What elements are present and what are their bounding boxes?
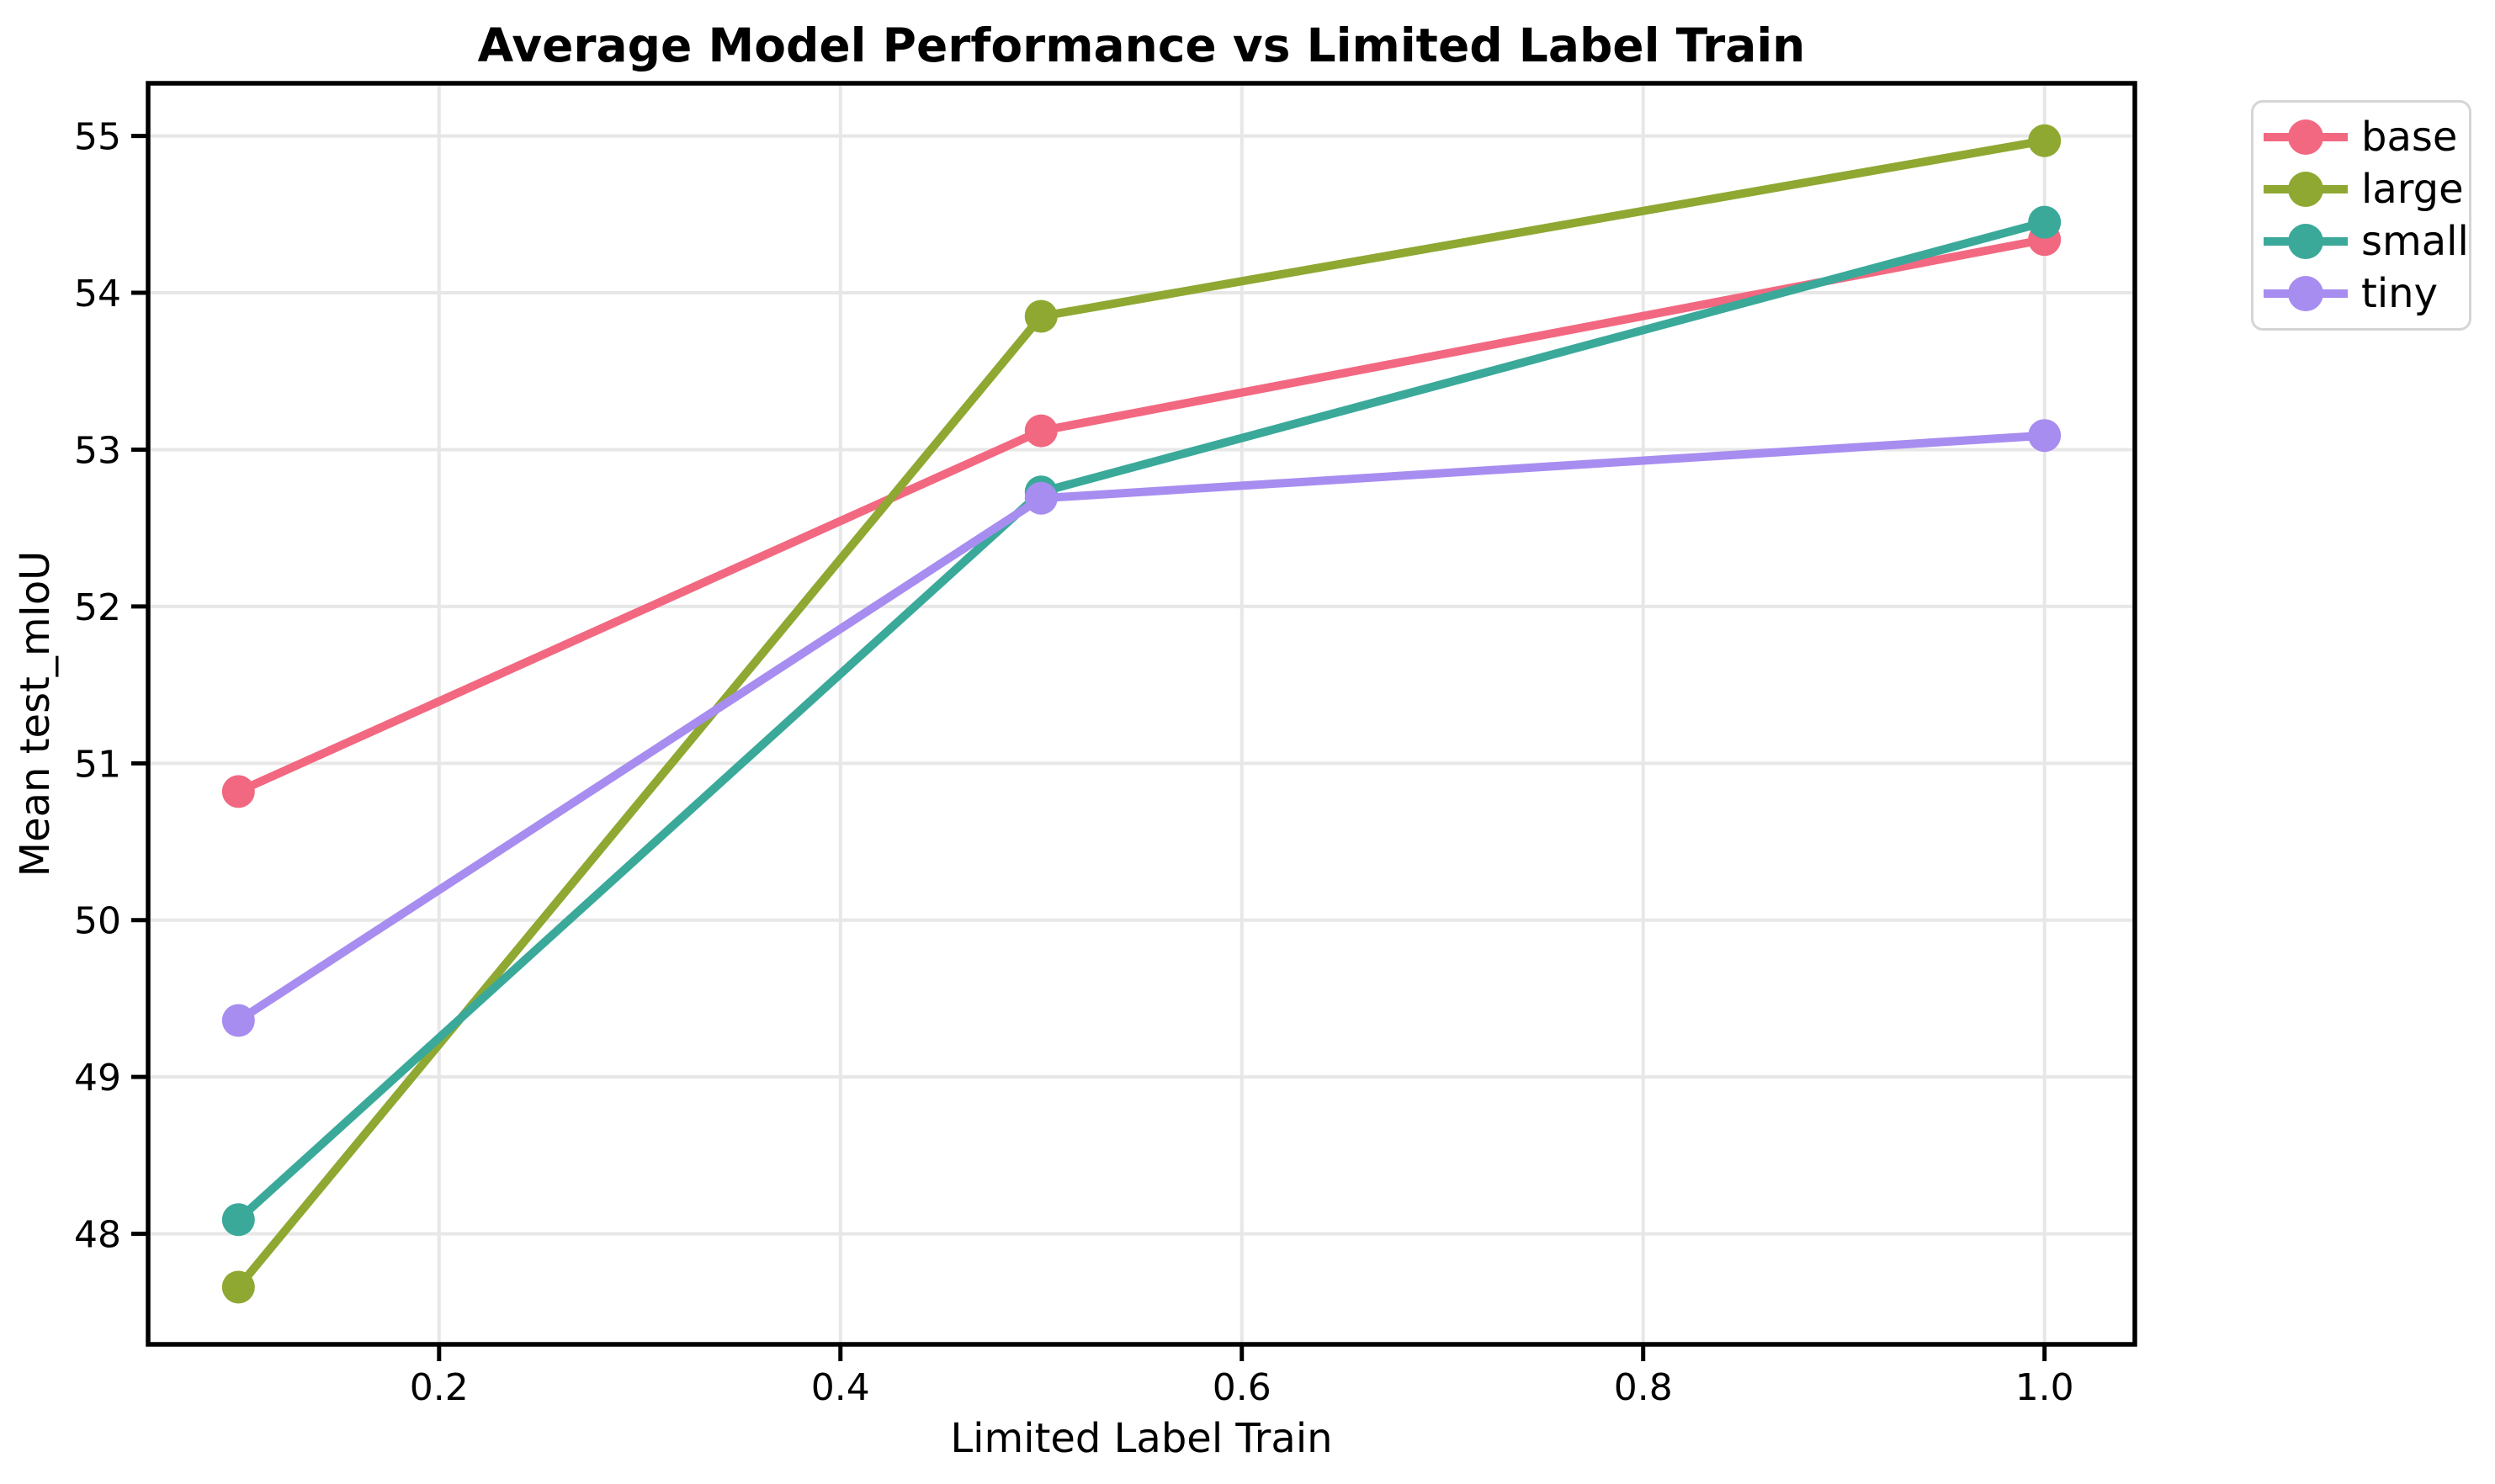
legend-label: tiny [2361, 270, 2438, 317]
x-tick-label: 0.8 [1614, 1366, 1673, 1409]
data-point-small [221, 1203, 255, 1237]
legend-swatch-tiny-icon [2264, 276, 2348, 311]
legend-label: base [2361, 114, 2458, 161]
x-tick-label: 0.4 [811, 1366, 870, 1409]
y-tick-label: 54 [74, 273, 121, 315]
x-tick-label: 0.6 [1213, 1366, 1271, 1409]
data-point-large [221, 1270, 255, 1304]
chart-title: Average Model Performance vs Limited Lab… [477, 19, 1806, 72]
series-line-tiny [234, 431, 2049, 1026]
legend: base large small tiny [2251, 100, 2471, 331]
y-tick-label: 52 [74, 586, 121, 629]
y-tick-label: 49 [74, 1057, 121, 1100]
x-tick-label: 0.2 [410, 1366, 469, 1409]
data-point-base [221, 775, 255, 808]
x-tick-label: 1.0 [2015, 1366, 2074, 1409]
data-point-tiny [2028, 419, 2062, 453]
legend-item-base: base [2262, 111, 2457, 163]
legend-item-tiny: tiny [2262, 268, 2457, 320]
x-axis-label: Limited Label Train [950, 1415, 1332, 1462]
y-tick-label: 55 [74, 116, 121, 159]
series-line-base [234, 235, 2049, 796]
y-tick-label: 51 [74, 743, 121, 786]
data-point-tiny [1024, 481, 1058, 515]
data-point-tiny [221, 1004, 255, 1037]
data-point-large [1024, 299, 1058, 333]
y-tick-label: 48 [74, 1214, 121, 1257]
series-line-small [234, 218, 2049, 1224]
data-point-small [2028, 205, 2062, 239]
y-axis-label: Mean test_mIoU [12, 551, 59, 877]
legend-swatch-small-icon [2264, 224, 2348, 259]
series-line-large [234, 136, 2049, 1291]
data-point-base [1024, 414, 1058, 448]
data-point-large [2028, 124, 2062, 157]
legend-swatch-large-icon [2264, 172, 2348, 207]
legend-item-large: large [2262, 163, 2464, 215]
legend-swatch-base-icon [2264, 119, 2348, 155]
y-tick-label: 53 [74, 429, 121, 472]
legend-label: large [2361, 166, 2464, 213]
legend-item-small: small [2262, 215, 2469, 268]
legend-label: small [2361, 218, 2469, 265]
y-tick-label: 50 [74, 900, 121, 943]
axes-spines [146, 81, 2137, 1347]
